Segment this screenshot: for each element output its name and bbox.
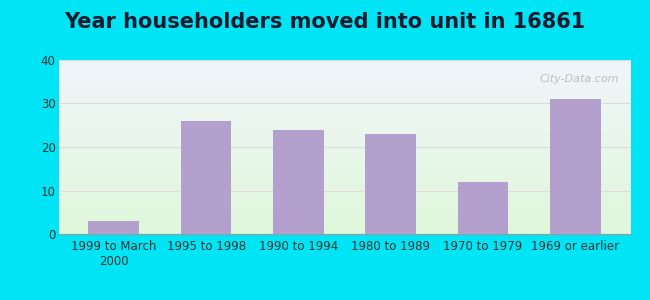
Text: City-Data.com: City-Data.com xyxy=(540,74,619,84)
Bar xyxy=(458,182,508,234)
Text: Year householders moved into unit in 16861: Year householders moved into unit in 168… xyxy=(64,12,586,32)
Bar xyxy=(181,121,231,234)
Bar xyxy=(365,134,416,234)
Bar xyxy=(273,130,324,234)
Bar xyxy=(88,221,139,234)
Bar xyxy=(550,99,601,234)
